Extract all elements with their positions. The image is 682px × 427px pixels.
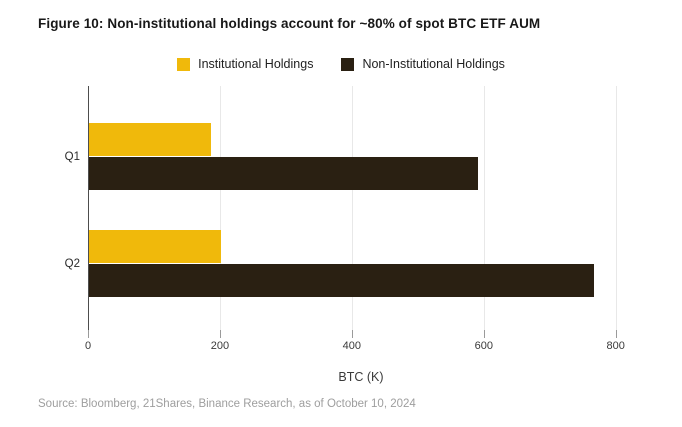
tick-label-x-600: 600 xyxy=(474,340,493,352)
tick-mark-x-400 xyxy=(351,330,353,338)
tick-label-x-800: 800 xyxy=(606,340,625,352)
tick-mark-x-800 xyxy=(615,330,617,338)
plot-area: 0 200 400 600 800 Q1 Q2 xyxy=(65,86,650,352)
legend-item-non-institutional: Non-Institutional Holdings xyxy=(341,57,505,71)
gridline-x-200 xyxy=(219,86,221,330)
tick-label-x-400: 400 xyxy=(342,340,362,352)
source-note: Source: Bloomberg, 21Shares, Binance Res… xyxy=(38,398,416,410)
tick-mark-x-0 xyxy=(88,330,89,338)
y-axis-line xyxy=(88,86,89,338)
gridline-x-600 xyxy=(483,86,485,330)
category-label-q2: Q2 xyxy=(64,257,80,270)
legend-label-institutional: Institutional Holdings xyxy=(198,57,314,71)
tick-mark-x-200 xyxy=(219,330,221,338)
legend-label-non-institutional: Non-Institutional Holdings xyxy=(362,57,505,71)
tick-label-x-200: 200 xyxy=(210,340,230,352)
legend-swatch-non-institutional-icon xyxy=(341,57,355,71)
gridline-x-400 xyxy=(351,86,353,330)
legend-swatch-institutional-icon xyxy=(177,57,191,71)
category-label-q1: Q1 xyxy=(64,150,80,163)
bar-institutional-q1 xyxy=(89,123,212,156)
figure-title: Figure 10: Non-institutional holdings ac… xyxy=(38,16,541,31)
bar-non-institutional-q1 xyxy=(89,157,479,190)
bar-institutional-q2 xyxy=(89,230,221,263)
tick-mark-x-600 xyxy=(483,330,485,338)
legend: Institutional Holdings Non-Institutional… xyxy=(0,57,682,71)
bar-non-institutional-q2 xyxy=(89,264,594,297)
tick-label-x-0: 0 xyxy=(84,340,92,352)
legend-item-institutional: Institutional Holdings xyxy=(177,57,313,71)
gridline-x-800 xyxy=(615,86,617,330)
x-axis-title: BTC (K) xyxy=(338,370,384,384)
